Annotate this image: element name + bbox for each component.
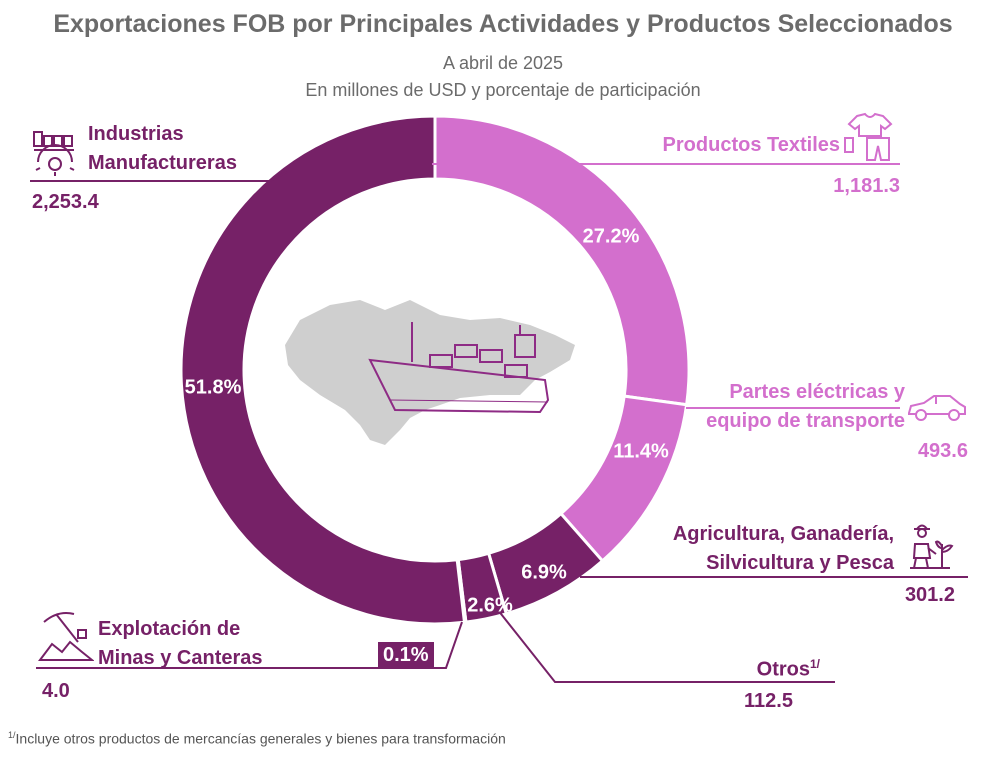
farmer-icon	[910, 524, 954, 569]
label-industrias-line2: Manufactureras	[88, 152, 237, 174]
pct-label-0: 27.2%	[583, 225, 640, 247]
label-agricultura-line1: Agricultura, Ganadería,	[672, 523, 894, 545]
pct-label-2: 6.9%	[521, 561, 567, 583]
footnote: 1/Incluye otros productos de mercancías …	[8, 730, 506, 747]
pct-label-minas: 0.1%	[378, 642, 434, 669]
value-industrias: 2,253.4	[32, 191, 99, 213]
chart-subtitle-date: A abril de 2025	[442, 53, 564, 73]
footnote-mark: 1/	[8, 730, 16, 740]
chart-title: Exportaciones FOB por Principales Activi…	[53, 10, 953, 38]
value-productos-textiles: 1,181.3	[833, 175, 900, 197]
label-otros-footnote-mark: 1/	[809, 657, 820, 671]
clothing-icon	[844, 112, 893, 161]
value-agricultura: 301.2	[904, 584, 955, 606]
car-icon	[908, 395, 966, 421]
footnote-text: Incluye otros productos de mercancías ge…	[15, 730, 506, 747]
donut-slice-5	[179, 114, 467, 626]
cargo-ship-map-icon	[285, 300, 575, 445]
pct-label-5: 51.8%	[185, 376, 242, 398]
label-minas-line2: Minas y Canteras	[98, 647, 263, 669]
value-otros: 112.5	[744, 690, 793, 712]
label-productos-textiles: Productos Textiles	[662, 134, 840, 156]
label-minas-line1: Explotación de	[98, 618, 241, 640]
label-partes-electricas-line2: equipo de transporte	[706, 410, 905, 432]
chart-subtitle-units: En millones de USD y porcentaje de parti…	[305, 80, 701, 100]
label-agricultura-line2: Silvicultura y Pesca	[706, 552, 894, 574]
label-otros-text: Otros	[756, 658, 810, 681]
pct-label-1: 11.4%	[613, 440, 669, 462]
label-otros: Otros1/	[640, 650, 820, 685]
label-partes-electricas-line1: Partes eléctricas y	[729, 381, 905, 403]
factory-icon	[33, 131, 75, 176]
value-minas: 4.0	[42, 680, 70, 702]
pickaxe-icon	[38, 612, 94, 661]
label-industrias-line1: Industrias	[88, 123, 184, 145]
value-partes-electricas: 493.6	[917, 440, 968, 462]
pct-label-3: 2.6%	[467, 594, 513, 616]
